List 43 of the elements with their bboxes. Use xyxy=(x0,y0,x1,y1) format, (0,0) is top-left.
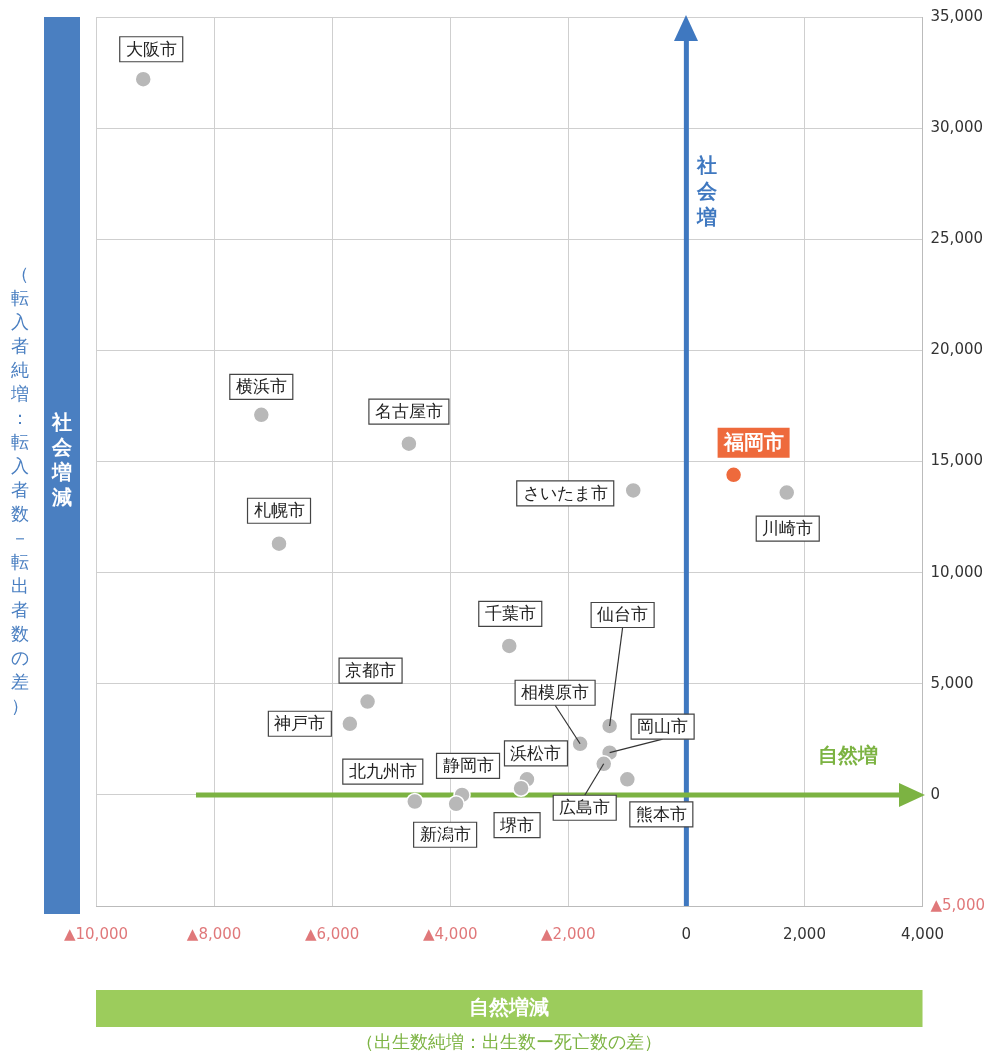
annotation: 仙台市 xyxy=(597,604,649,625)
y-tick-label: 5,000 xyxy=(930,673,974,692)
annotation: 神戸市 xyxy=(274,713,326,734)
annotation: 岡山市 xyxy=(637,716,689,737)
y-tick-label: 15,000 xyxy=(930,451,984,470)
annotation: 千葉市 xyxy=(484,603,536,624)
y-tick-label: 25,000 xyxy=(930,229,984,248)
x-tick-label: ▲6,000 xyxy=(304,924,360,943)
annotation: 堺市 xyxy=(499,814,535,835)
annotation: 新潟市 xyxy=(419,824,471,845)
annotation: さいたま市 xyxy=(522,482,608,503)
x-tick-label: ▲2,000 xyxy=(541,924,596,943)
ref-line-label: 自然増 xyxy=(817,743,878,768)
y-tick-label: 20,000 xyxy=(930,340,984,359)
annotation: 静岡市 xyxy=(442,755,494,776)
x-tick-label: ▲8,000 xyxy=(186,924,242,943)
annotation: 北九州市 xyxy=(348,760,417,781)
annotation: 札幌市 xyxy=(253,500,305,521)
x-tick-label: 2,000 xyxy=(782,924,826,943)
y-tick-label: ▲5,000 xyxy=(930,895,986,914)
ref-line-label: 社会増 xyxy=(696,153,719,230)
y-tick-label: 30,000 xyxy=(930,118,984,137)
y-tick-label: 10,000 xyxy=(930,562,984,581)
annotation: 熊本市 xyxy=(635,803,687,824)
annotation: 京都市 xyxy=(345,659,397,680)
annotation: 福岡市 xyxy=(722,430,784,455)
x-tick-label: 4,000 xyxy=(901,924,944,943)
y-tick-label: 0 xyxy=(930,784,941,803)
x-tick-label: ▲4,000 xyxy=(422,924,478,943)
annotation: 大阪市 xyxy=(125,38,177,59)
annotation: 浜松市 xyxy=(510,742,562,763)
x-tick-label: 0 xyxy=(681,924,692,943)
y-tick-label: 35,000 xyxy=(930,6,984,25)
annotation: 相模原市 xyxy=(521,682,590,703)
annotation: 名古屋市 xyxy=(374,401,443,422)
text: （出生数純増：出生数ー死亡数の差） xyxy=(356,1030,663,1052)
y-axis-title: 社会増減 xyxy=(51,409,73,509)
annotation: 広島市 xyxy=(559,797,611,818)
annotation: 川崎市 xyxy=(762,518,814,539)
x-tick-label: ▲10,000 xyxy=(63,924,129,943)
text: （転入者純増：転入者数－転出者数の差） xyxy=(11,262,29,716)
annotation: 横浜市 xyxy=(235,376,287,397)
x-axis-title: 自然増減 xyxy=(469,995,550,1020)
